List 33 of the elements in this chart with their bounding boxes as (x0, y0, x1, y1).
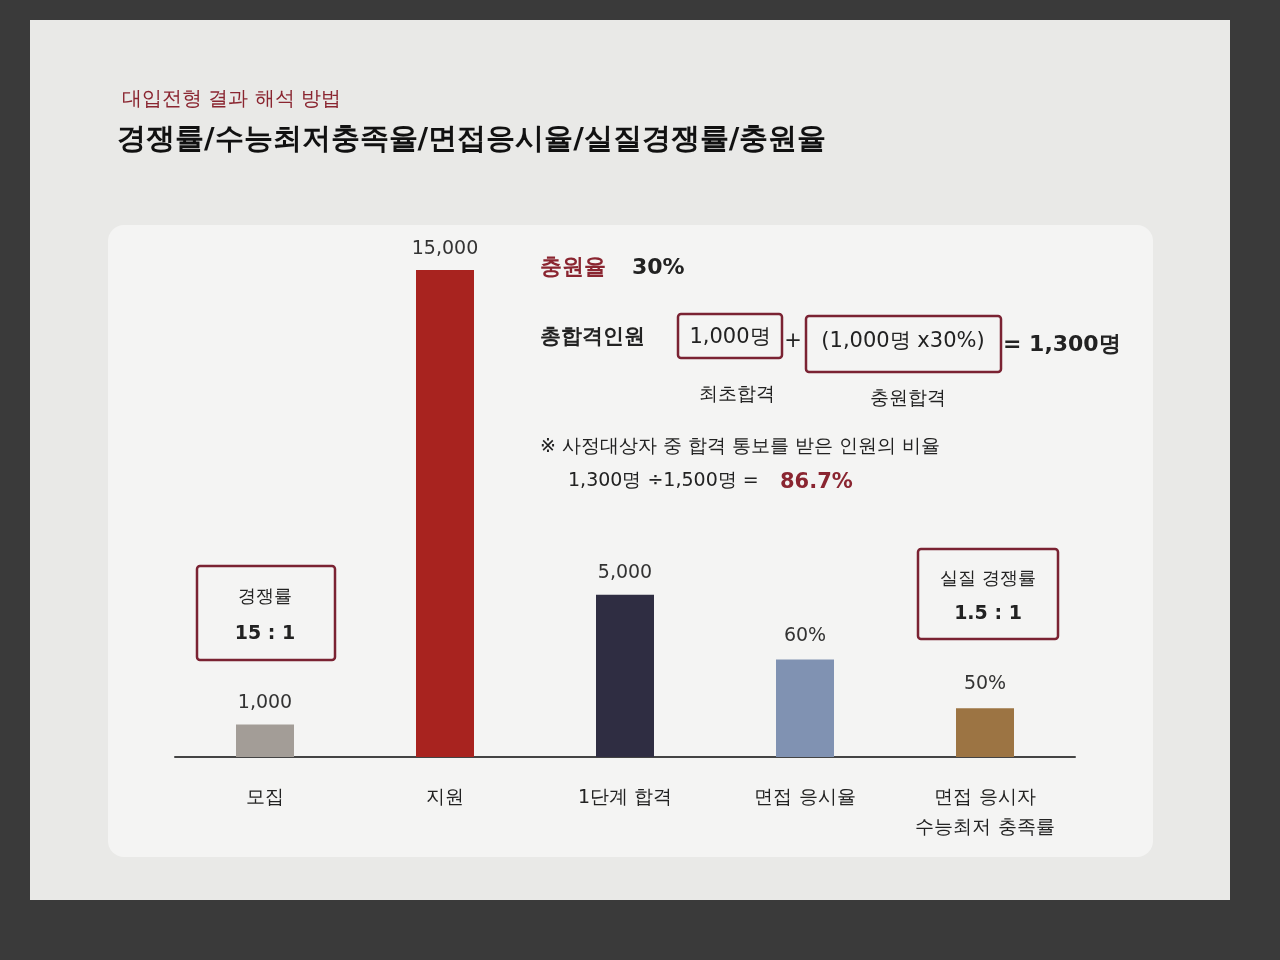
annotation: = 1,300명 (1003, 330, 1121, 356)
annotation: 총합격인원 (540, 324, 645, 348)
bar (596, 594, 654, 757)
bar (236, 724, 294, 757)
annotation: 30% (632, 253, 685, 279)
bar (956, 708, 1014, 757)
annotation: 경쟁률 (238, 584, 292, 606)
annotation: 실질 경쟁률 (940, 566, 1036, 588)
annotation: 충원합격 (870, 386, 946, 408)
annotation: 15 : 1 (234, 621, 296, 643)
annotation: 60% (783, 622, 827, 645)
bar (776, 659, 834, 757)
annotation: 1,000명 (689, 324, 771, 348)
chart-title: 경쟁률/수능최저충족율/면접응시율/실질경쟁률/충원율 (117, 120, 827, 155)
x-tick-label: 면접 응시율 (754, 785, 856, 807)
annotation: (1,000명 x30%) (821, 328, 985, 352)
annotation: 50% (963, 671, 1007, 694)
x-tick-label: 지원 (426, 785, 464, 807)
annotation: 충원율 (540, 253, 606, 279)
bar (416, 270, 474, 757)
annotation: + (784, 328, 802, 352)
data-label: 15,000 (411, 235, 479, 258)
data-label: 5,000 (597, 560, 653, 583)
data-label: 1,000 (237, 690, 293, 713)
annotation: 86.7% (780, 469, 853, 493)
x-tick-label: 모집 (246, 785, 284, 807)
annotation: ※ 사정대상자 중 합격 통보를 받은 인원의 비율 (540, 434, 941, 456)
annotation: 최초합격 (699, 382, 775, 404)
annotation: 1.5 : 1 (954, 601, 1022, 623)
chart-subtitle: 대입전형 결과 해석 방법 (122, 86, 342, 110)
x-tick-label: 1단계 합격 (577, 785, 673, 807)
annotation: 1,300명 ÷1,500명 = (568, 468, 759, 490)
x-tick-label: 면접 응시자 수능최저 충족률 (915, 785, 1055, 837)
